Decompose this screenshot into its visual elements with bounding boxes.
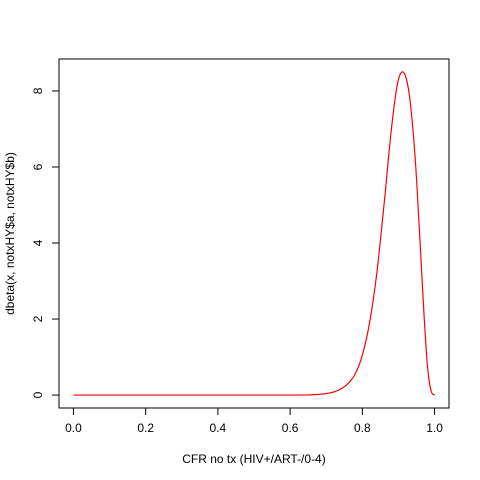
- x-axis-label: CFR no tx (HIV+/ART-/0-4): [182, 452, 325, 466]
- y-tick-label: 2: [31, 315, 45, 322]
- x-tick-label: 1.0: [426, 421, 443, 435]
- x-tick-label: 0.6: [282, 421, 299, 435]
- x-tick-label: 0.8: [354, 421, 371, 435]
- y-tick-label: 0: [31, 391, 45, 398]
- y-axis-label: dbeta(x, notxHY$a, notxHY$b): [3, 152, 17, 315]
- y-tick-label: 4: [31, 239, 45, 246]
- x-tick-label: 0.2: [137, 421, 154, 435]
- plot-frame: [59, 59, 449, 408]
- x-tick-label: 0.4: [210, 421, 227, 435]
- x-tick-label: 0.0: [65, 421, 82, 435]
- y-axis: 0 2 4 6 8: [31, 87, 59, 398]
- density-curve-layer: [73, 72, 434, 395]
- x-axis: 0.0 0.2 0.4 0.6 0.8 1.0: [65, 408, 443, 435]
- y-tick-label: 8: [31, 87, 45, 94]
- density-curve: [73, 72, 434, 395]
- y-tick-label: 6: [31, 163, 45, 170]
